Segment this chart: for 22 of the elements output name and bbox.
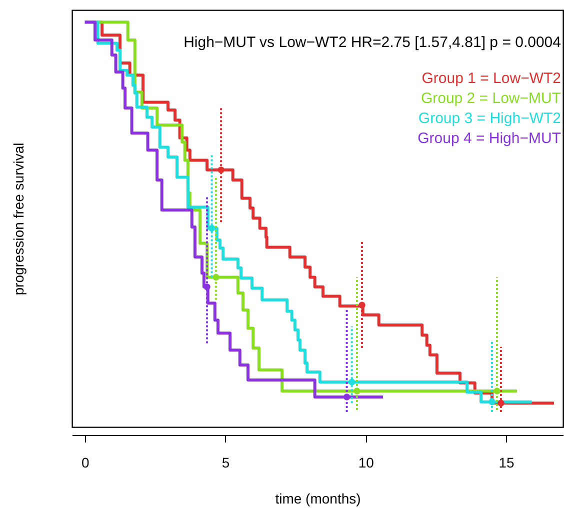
point [498, 400, 504, 406]
text: Group 1 = Low−WT2 [422, 70, 561, 87]
point [204, 284, 210, 290]
text: Group 2 = Low−MUT [420, 90, 561, 107]
x-axis-title: time (months) [275, 490, 361, 506]
point [343, 394, 350, 400]
point [208, 224, 216, 232]
x-tick-label: 10 [358, 454, 374, 470]
point [358, 302, 366, 308]
point [354, 388, 360, 394]
x-tick-label: 15 [498, 454, 515, 470]
point [348, 378, 356, 386]
y-axis-title: progression free survival [10, 142, 26, 296]
point [212, 274, 220, 281]
x-tick-label: 0 [82, 454, 90, 470]
annotation: High−MUT vs Low−WT2 HR=2.75 [1.57,4.81] p = 0.0004 [184, 34, 561, 51]
x-tick-label: 5 [222, 454, 230, 470]
point [494, 388, 500, 394]
text: Group 4 = High−MUT [418, 130, 561, 147]
point [218, 166, 224, 174]
text: Group 3 = High−WT2 [418, 110, 561, 127]
point [488, 398, 496, 406]
